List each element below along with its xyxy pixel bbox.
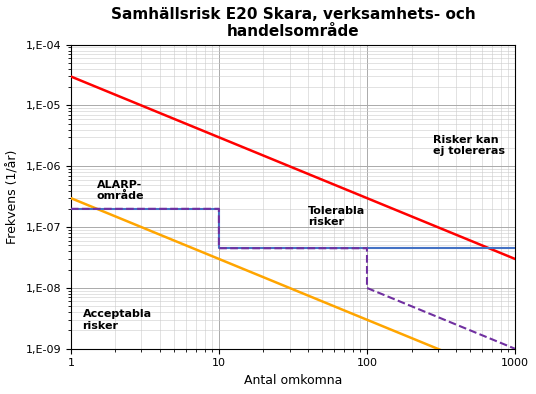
Y-axis label: Frekvens (1/år): Frekvens (1/år) bbox=[7, 150, 20, 244]
X-axis label: Antal omkomna: Antal omkomna bbox=[244, 374, 342, 387]
Text: Acceptabla
risker: Acceptabla risker bbox=[83, 309, 152, 331]
Text: Tolerabla
risker: Tolerabla risker bbox=[308, 206, 366, 227]
Text: Risker kan
ej tolereras: Risker kan ej tolereras bbox=[433, 135, 505, 156]
Title: Samhällsrisk E20 Skara, verksamhets- och
handelsområde: Samhällsrisk E20 Skara, verksamhets- och… bbox=[110, 7, 475, 39]
Text: ALARP-
område: ALARP- område bbox=[97, 180, 144, 201]
